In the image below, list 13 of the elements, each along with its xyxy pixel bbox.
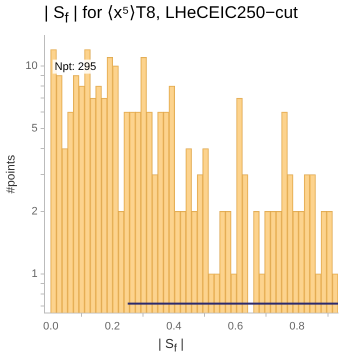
x-tick-label: 0.6 — [228, 320, 244, 332]
x-tick-label: 0.8 — [289, 320, 305, 332]
y-tick-label: 5 — [32, 122, 38, 135]
x-axis-title: | S$_{f}$ | — [157, 336, 185, 357]
x-tick-label: 0.4 — [166, 320, 182, 332]
x-tick-label: 0.2 — [104, 320, 120, 332]
annotation: Npt: 295 — [54, 61, 96, 74]
y-axis-title: #points — [4, 154, 18, 194]
y-tick-label: 1 — [32, 268, 38, 280]
y-tick-label: 2 — [32, 205, 38, 218]
chart-title: | S$_{f}$ | for ⟨x⁵⟩T8, LHeCEIC250−cut — [43, 2, 299, 26]
y-tick-label: 10 — [25, 60, 38, 72]
x-tick-label: 0.0 — [43, 320, 58, 332]
